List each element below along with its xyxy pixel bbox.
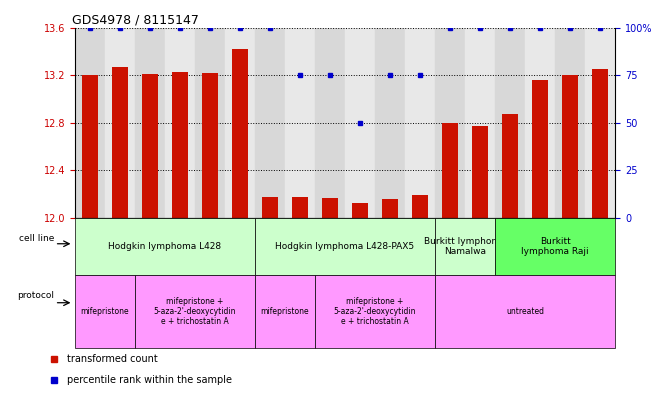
Bar <box>225 28 255 218</box>
Text: untreated: untreated <box>506 307 544 316</box>
Bar <box>165 28 195 218</box>
Bar <box>375 28 405 218</box>
Text: Hodgkin lymphoma L428: Hodgkin lymphoma L428 <box>108 242 221 251</box>
Bar <box>352 203 368 218</box>
Bar <box>142 74 158 218</box>
Bar <box>202 73 218 218</box>
Bar <box>232 49 248 218</box>
Bar <box>81 75 98 218</box>
Bar <box>75 28 105 218</box>
Text: transformed count: transformed count <box>67 354 158 364</box>
Bar <box>585 28 615 218</box>
Text: mifepristone +
5-aza-2'-deoxycytidin
e + trichostatin A: mifepristone + 5-aza-2'-deoxycytidin e +… <box>334 297 416 326</box>
Bar <box>285 28 315 218</box>
Bar <box>111 67 128 218</box>
Bar <box>195 28 225 218</box>
Bar <box>381 199 398 218</box>
Text: Hodgkin lymphoma L428-PAX5: Hodgkin lymphoma L428-PAX5 <box>275 242 415 251</box>
Text: GDS4978 / 8115147: GDS4978 / 8115147 <box>72 13 199 26</box>
Bar <box>262 196 278 218</box>
Bar <box>532 80 548 218</box>
Text: Burkitt lymphoma
Namalwa: Burkitt lymphoma Namalwa <box>424 237 506 256</box>
Text: mifepristone +
5-aza-2'-deoxycytidin
e + trichostatin A: mifepristone + 5-aza-2'-deoxycytidin e +… <box>154 297 236 326</box>
Bar <box>322 198 339 218</box>
Bar <box>525 28 555 218</box>
Text: protocol: protocol <box>17 291 54 300</box>
Text: mifepristone: mifepristone <box>260 307 309 316</box>
Bar <box>495 28 525 218</box>
Bar <box>255 28 285 218</box>
Text: percentile rank within the sample: percentile rank within the sample <box>67 375 232 385</box>
Text: mifepristone: mifepristone <box>81 307 129 316</box>
Bar <box>135 28 165 218</box>
Bar <box>592 69 609 218</box>
Bar <box>435 28 465 218</box>
Text: Burkitt
lymphoma Raji: Burkitt lymphoma Raji <box>521 237 589 256</box>
Bar <box>405 28 435 218</box>
Bar <box>172 72 188 218</box>
Bar <box>555 28 585 218</box>
Text: cell line: cell line <box>18 233 54 242</box>
Bar <box>442 123 458 218</box>
Bar <box>472 127 488 218</box>
Bar <box>412 195 428 218</box>
Bar <box>105 28 135 218</box>
Bar <box>292 196 309 218</box>
Bar <box>562 75 579 218</box>
Bar <box>465 28 495 218</box>
Bar <box>502 114 518 218</box>
Bar <box>315 28 345 218</box>
Bar <box>345 28 375 218</box>
